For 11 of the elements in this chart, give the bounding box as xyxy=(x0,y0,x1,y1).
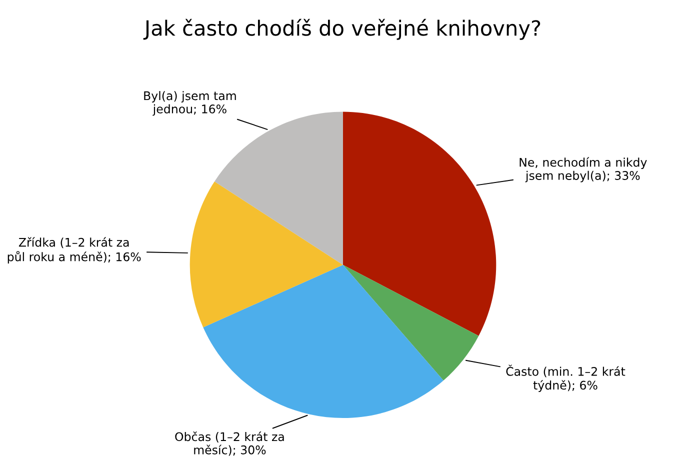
slice-label: Ne, nechodím a nikdy jsem nebyl(a); 33% xyxy=(520,157,647,182)
chart-title: Jak často chodíš do veřejné knihovny? xyxy=(143,18,540,40)
slice-label: Zřídka (1–2 krát za půl roku a méně); 16% xyxy=(8,237,141,264)
slice-label: Občas (1–2 krát za měsíc); 30% xyxy=(175,432,284,456)
pie-slice xyxy=(214,112,343,265)
pie-slice xyxy=(343,112,496,336)
slice-label: Byl(a) jsem tam jednou; 16% xyxy=(144,91,236,116)
pie-slice xyxy=(203,264,444,418)
pie-slice xyxy=(343,264,479,380)
slice-label: Často (min. 1–2 krát týdně); 6% xyxy=(506,364,626,392)
pie-slice xyxy=(190,182,343,328)
